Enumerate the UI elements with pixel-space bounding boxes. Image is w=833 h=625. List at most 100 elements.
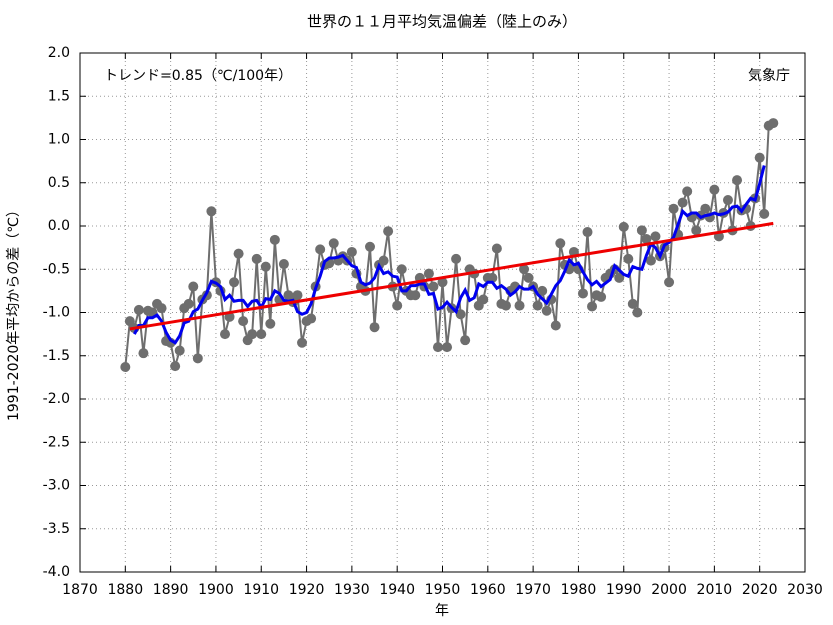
data-point <box>664 277 675 288</box>
data-point <box>754 152 765 163</box>
data-point <box>220 329 230 340</box>
data-point <box>365 241 375 252</box>
data-point <box>587 301 598 312</box>
y-tick-label: -1.5 <box>43 348 70 364</box>
data-point <box>442 342 453 353</box>
x-tick-label: 1900 <box>198 582 234 598</box>
series-line <box>124 122 774 368</box>
data-point <box>247 329 258 340</box>
x-tick-label: 1980 <box>561 582 597 598</box>
data-point <box>192 353 203 364</box>
data-point <box>632 307 643 318</box>
data-point <box>700 203 711 214</box>
series-line <box>133 165 766 345</box>
data-point <box>500 300 511 311</box>
data-point <box>759 208 770 219</box>
x-tick-label: 1970 <box>515 582 551 598</box>
data-point <box>537 285 548 296</box>
data-point <box>432 342 443 353</box>
data-point <box>491 243 502 254</box>
x-tick-label: 2010 <box>697 582 733 598</box>
x-tick-label: 2000 <box>651 582 687 598</box>
y-tick-label: 1.5 <box>48 88 70 104</box>
data-point <box>596 291 607 302</box>
data-point <box>423 268 434 279</box>
data-point <box>618 221 629 232</box>
data-point <box>292 290 303 301</box>
data-point <box>392 300 403 311</box>
data-point <box>627 298 638 309</box>
data-point <box>260 261 271 272</box>
y-tick-label: -4.0 <box>43 564 70 580</box>
x-tick-label: 2030 <box>787 582 823 598</box>
source-annotation: 気象庁 <box>748 68 790 84</box>
data-point <box>709 184 720 195</box>
data-point <box>138 348 149 359</box>
data-point <box>315 244 326 255</box>
data-point <box>428 281 439 292</box>
data-point <box>582 227 593 238</box>
x-tick-label: 1910 <box>243 582 279 598</box>
data-point <box>437 277 448 288</box>
y-tick-label: 1.0 <box>48 132 70 148</box>
data-point <box>133 304 144 315</box>
data-point <box>297 337 308 348</box>
data-point <box>396 264 407 275</box>
x-tick-label: 1990 <box>606 582 642 598</box>
data-point <box>383 226 394 237</box>
x-tick-label: 1940 <box>379 582 415 598</box>
data-point <box>614 272 625 283</box>
y-tick-label: -2.5 <box>43 434 70 450</box>
y-tick-label: -3.5 <box>43 521 70 537</box>
data-point <box>170 361 181 372</box>
data-point <box>410 290 421 301</box>
data-point <box>174 345 185 356</box>
data-point <box>478 294 489 305</box>
y-tick-label: -0.5 <box>43 261 70 277</box>
data-point <box>641 233 652 244</box>
data-point <box>120 361 131 372</box>
data-point <box>229 277 240 288</box>
data-point <box>691 225 702 236</box>
data-point <box>636 225 647 236</box>
x-tick-label: 1930 <box>334 582 370 598</box>
data-point <box>550 320 561 331</box>
data-point <box>265 318 276 329</box>
data-point <box>233 248 244 259</box>
data-point <box>278 259 289 270</box>
data-point <box>650 231 661 242</box>
y-tick-label: 0.5 <box>48 175 70 191</box>
y-tick-label: 2.0 <box>48 45 70 61</box>
data-point <box>623 253 634 264</box>
data-point <box>256 329 267 340</box>
data-point <box>519 264 530 275</box>
x-tick-label: 1870 <box>62 582 98 598</box>
data-point <box>555 238 566 249</box>
data-point <box>668 203 679 214</box>
data-point <box>722 195 733 206</box>
y-axis-label: 1991-2020年平均からの差（℃） <box>6 203 22 421</box>
data-point <box>677 197 688 208</box>
data-point <box>369 322 380 333</box>
data-point <box>577 288 588 299</box>
data-point <box>378 255 389 266</box>
data-point <box>541 305 552 316</box>
x-tick-label: 1950 <box>425 582 461 598</box>
x-tick-label: 2020 <box>742 582 778 598</box>
x-tick-label: 1920 <box>289 582 325 598</box>
data-point <box>306 313 317 324</box>
y-tick-label: -3.0 <box>43 478 70 494</box>
data-point <box>183 298 194 309</box>
data-point <box>455 309 466 320</box>
data-point <box>251 253 262 264</box>
x-tick-label: 1890 <box>153 582 189 598</box>
data-point <box>732 175 743 186</box>
y-tick-label: 0.0 <box>48 218 70 234</box>
data-point <box>523 272 534 283</box>
x-axis-label: 年 <box>435 603 449 619</box>
data-point <box>487 272 498 283</box>
data-point <box>238 316 249 327</box>
plot-frame <box>79 52 806 573</box>
data-point <box>328 238 339 249</box>
